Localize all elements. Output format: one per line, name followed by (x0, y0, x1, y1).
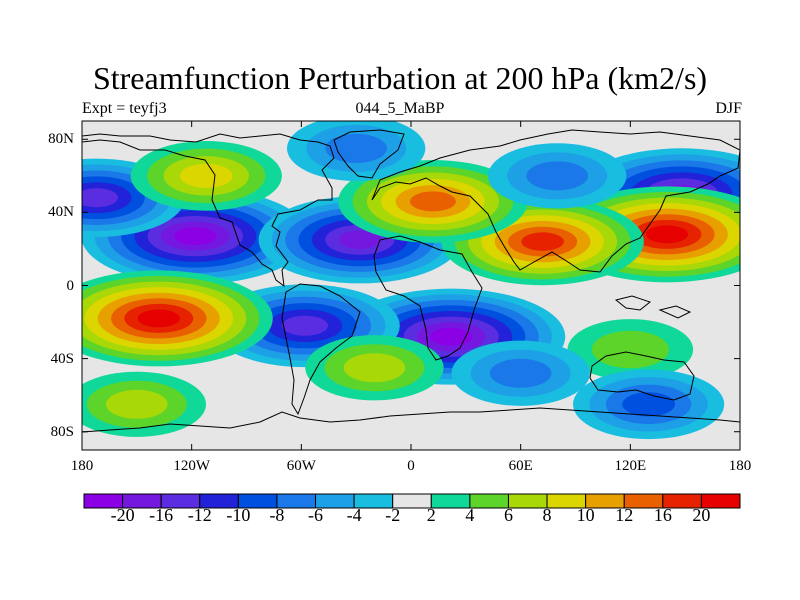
coastline-north-america (82, 133, 335, 288)
x-tick-label: 180 (70, 458, 94, 474)
contour-region (174, 227, 217, 246)
y-tick-label: 80N (48, 131, 74, 148)
contour-region (179, 163, 233, 188)
colorbar-box (700, 493, 741, 509)
coastlines (82, 129, 740, 433)
contour-region (430, 327, 473, 346)
colorbar-label: 20 (692, 505, 711, 525)
colorbar-label: 16 (653, 505, 672, 525)
x-tick-label: 0 (407, 458, 415, 474)
colorbar-label: 12 (615, 505, 634, 525)
contour-region (526, 161, 589, 191)
y-tick-label: 40S (50, 350, 74, 367)
coastline-africa (373, 235, 483, 361)
y-tick-label: 0 (66, 277, 75, 294)
colorbar-label: -8 (269, 505, 285, 525)
x-tick-label: 60E (508, 458, 533, 474)
coastline-indonesia (614, 295, 692, 319)
x-tick-label: 120W (173, 458, 210, 474)
colorbar-label: -12 (187, 505, 212, 525)
colorbar-label: -6 (308, 505, 324, 525)
colorbar-label: 2 (426, 505, 436, 525)
axis-ticks (81, 121, 741, 450)
season-label: DJF (715, 100, 742, 117)
x-tick-label: 120E (614, 458, 647, 474)
contour-region (82, 188, 119, 208)
contour-region (645, 225, 689, 244)
colorbar-label: -2 (385, 505, 401, 525)
y-tick-label: 80S (50, 423, 74, 440)
contour-region (343, 353, 406, 383)
coastline-south-america (281, 283, 361, 416)
colorbar (83, 493, 741, 509)
colorbar-label: 10 (576, 505, 595, 525)
colorbar-label: 6 (503, 505, 513, 525)
colorbar-label: -4 (346, 505, 362, 525)
colorbar-labels: -20 -16 -12 -10 -8 -6 -4 -2 2 4 6 8 10 12 16 20 (0, 504, 800, 532)
coastline-eurasia-africa (371, 129, 740, 273)
chart-title: Streamfunction Perturbation at 200 hPa (… (92, 60, 708, 96)
contour-region (521, 232, 564, 251)
colorbar-label: 4 (465, 505, 475, 525)
coastline-australia (589, 351, 695, 401)
case-label: 044_5_MaBP (355, 100, 445, 117)
x-tick-label: 60W (286, 458, 316, 474)
contour-region (137, 309, 180, 328)
colorbar-label: -10 (226, 505, 251, 525)
contour-region (622, 392, 675, 417)
colorbar-label: -20 (110, 505, 135, 525)
contour-region (281, 315, 328, 336)
coastline-antarctica (82, 407, 740, 433)
x-tick-label: 180 (728, 458, 752, 474)
experiment-label: Expt = teyfj3 (82, 100, 167, 117)
y-tick-label: 40N (48, 204, 74, 221)
contour-region (591, 330, 669, 369)
contour-region (325, 133, 387, 163)
coastline-greenland (333, 129, 405, 179)
contour-region (338, 230, 382, 250)
contour-field (82, 121, 740, 440)
contour-region (489, 358, 552, 388)
colorbar-label: -16 (149, 505, 174, 525)
contour-region (106, 389, 168, 419)
colorbar-label: 8 (542, 505, 552, 525)
contour-region (409, 191, 456, 212)
